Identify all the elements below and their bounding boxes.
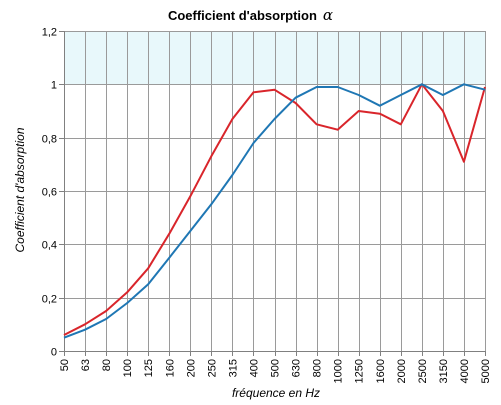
x-tick-label: 400 (248, 359, 260, 377)
x-tick-label: 125 (143, 359, 155, 377)
x-axis-label: fréquence en Hz (232, 386, 320, 400)
y-tick-label: 0,8 (42, 134, 57, 146)
x-tick-label: 50 (59, 359, 71, 371)
x-tick-label: 500 (270, 359, 282, 377)
x-tick-label: 100 (122, 359, 134, 377)
x-tick-label: 1000 (333, 359, 345, 383)
x-tick-label: 315 (227, 359, 239, 377)
x-tick-label: 80 (101, 359, 113, 371)
chart-title: Coefficient d'absorption α (0, 6, 501, 24)
x-tick-label: 630 (291, 359, 303, 377)
y-tick-label: 0,6 (42, 187, 57, 199)
y-tick-label: 1,2 (42, 27, 57, 39)
x-tick-label: 200 (185, 359, 197, 377)
plot-top-band (64, 31, 485, 85)
y-tick-label: 1 (51, 80, 57, 92)
series-line-2 (63, 83, 486, 339)
x-tick-label: 1600 (375, 359, 387, 383)
x-tick-label: 250 (206, 359, 218, 377)
x-tick-label: 3150 (438, 359, 450, 383)
alpha-symbol: α (322, 6, 334, 24)
x-tick-label: 5000 (480, 359, 492, 383)
y-tick-label: 0,4 (42, 240, 57, 252)
y-tick-label: 0 (51, 347, 57, 359)
x-tick-label: 800 (312, 359, 324, 377)
x-tick-label: 4000 (459, 359, 471, 383)
x-tick-label: 160 (164, 359, 176, 377)
x-tick-label: 2500 (417, 359, 429, 383)
x-tick-label: 63 (80, 359, 92, 371)
series-line-1 (63, 83, 486, 336)
x-tick-label: 1250 (354, 359, 366, 383)
y-axis-label: Coefficient d'absorption (13, 127, 27, 252)
chart-title-text: Coefficient d'absorption (167, 8, 317, 23)
y-tick-label: 0,2 (42, 294, 57, 306)
x-tick-label: 2000 (396, 359, 408, 383)
